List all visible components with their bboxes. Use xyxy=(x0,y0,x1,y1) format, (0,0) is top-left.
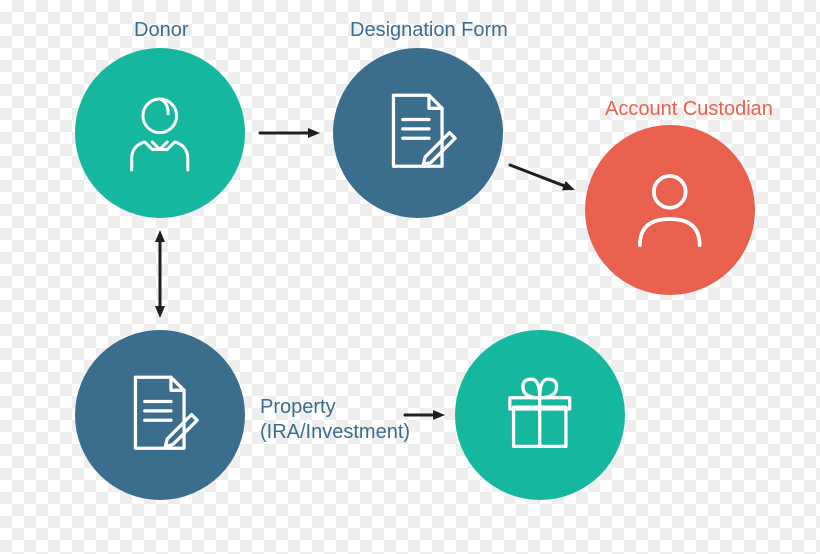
arrow-property-to-gift xyxy=(405,410,445,420)
document-icon xyxy=(113,366,207,465)
node-custodian xyxy=(585,125,755,295)
gift-icon xyxy=(493,366,587,465)
person-head-icon xyxy=(113,84,207,183)
document-icon xyxy=(371,84,465,183)
form-label: Designation Form xyxy=(350,18,508,43)
arrow-donor-to-property xyxy=(155,230,165,318)
arrow-form-to-custodian xyxy=(510,165,575,190)
node-donor xyxy=(75,48,245,218)
person-bust-icon xyxy=(623,161,717,260)
arrow-donor-to-form xyxy=(260,128,320,138)
diagram-canvas: Donor Designation Form Account Custodian Pr… xyxy=(0,0,820,554)
node-property xyxy=(75,330,245,500)
custodian-label: Account Custodian xyxy=(605,97,773,122)
node-form xyxy=(333,48,503,218)
node-gift xyxy=(455,330,625,500)
donor-label: Donor xyxy=(134,18,188,43)
property-label: Property (IRA/Investment) xyxy=(260,395,410,445)
